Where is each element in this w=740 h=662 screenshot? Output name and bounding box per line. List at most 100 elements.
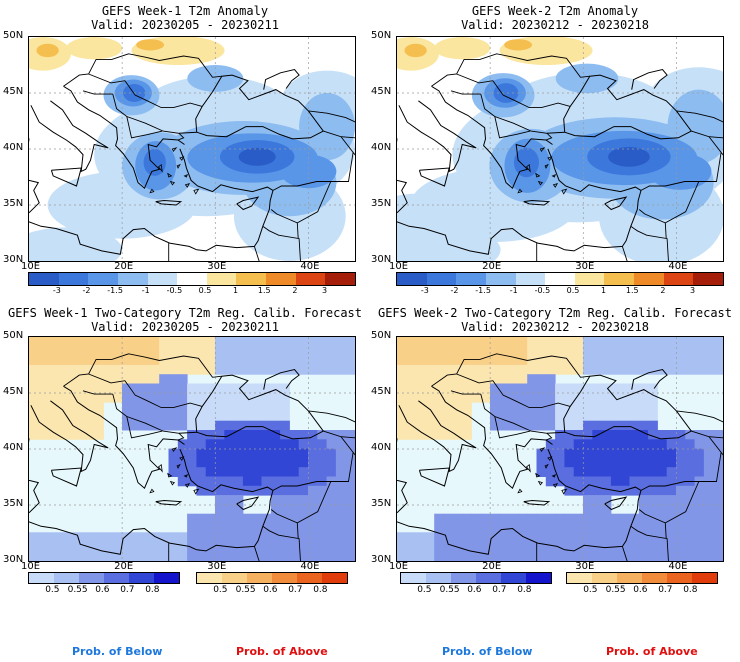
probability-cell bbox=[354, 476, 355, 487]
probability-cell bbox=[592, 532, 603, 543]
anomaly-shading bbox=[608, 146, 650, 167]
lon-label: 40E bbox=[668, 261, 688, 272]
probability-cell bbox=[536, 355, 547, 366]
probability-cell bbox=[703, 541, 714, 552]
probability-cell bbox=[75, 402, 86, 412]
probability-cell bbox=[75, 337, 86, 347]
probability-cell bbox=[685, 504, 696, 515]
probability-cell bbox=[252, 392, 262, 403]
probability-cell bbox=[406, 550, 417, 561]
probability-cell bbox=[703, 550, 714, 561]
probability-cell bbox=[66, 383, 76, 394]
probability-cell bbox=[345, 337, 355, 347]
probability-cell bbox=[280, 513, 290, 524]
probability-cell bbox=[159, 402, 169, 412]
probability-cell bbox=[140, 532, 151, 543]
probability-cell bbox=[335, 448, 346, 459]
lon-label: 40E bbox=[668, 561, 688, 572]
probability-cell bbox=[270, 355, 281, 366]
probability-cell bbox=[205, 392, 216, 403]
lon-label: 10E bbox=[389, 561, 409, 572]
probability-cell bbox=[638, 560, 649, 561]
probability-cell bbox=[610, 364, 621, 375]
probability-cell bbox=[601, 337, 612, 347]
probability-map-week1 bbox=[28, 336, 356, 562]
probability-cell bbox=[638, 383, 649, 394]
colorbar-label: 0.5 bbox=[417, 585, 432, 595]
probability-cell bbox=[47, 392, 58, 403]
probability-cell bbox=[443, 532, 454, 543]
probability-cell bbox=[499, 411, 510, 422]
probability-cell bbox=[462, 532, 472, 543]
probability-cell bbox=[29, 374, 39, 384]
probability-cell bbox=[434, 513, 444, 524]
probability-cell bbox=[676, 541, 686, 552]
probability-cell bbox=[280, 560, 290, 561]
probability-cell bbox=[345, 346, 355, 357]
probability-cell bbox=[242, 411, 253, 422]
probability-cell bbox=[280, 420, 290, 431]
colorbar-swatch bbox=[476, 573, 501, 583]
probability-cell bbox=[205, 383, 216, 394]
probability-cell bbox=[694, 560, 705, 561]
probability-cell bbox=[648, 550, 658, 561]
probability-cell bbox=[205, 439, 216, 450]
probability-cell bbox=[564, 337, 575, 347]
probability-cell bbox=[592, 364, 603, 375]
probability-cell bbox=[592, 448, 603, 459]
probability-cell bbox=[196, 430, 207, 440]
probability-cell bbox=[84, 374, 95, 384]
probability-cell bbox=[252, 355, 262, 366]
island bbox=[561, 188, 568, 195]
probability-cell bbox=[29, 402, 39, 412]
probability-cell bbox=[666, 550, 677, 561]
country-border bbox=[494, 116, 531, 139]
probability-cell bbox=[471, 560, 482, 561]
lat-label: 45N bbox=[3, 386, 24, 397]
probability-cell bbox=[270, 560, 281, 561]
probability-cell bbox=[233, 430, 244, 440]
probability-cell bbox=[280, 476, 290, 487]
probability-cell bbox=[38, 532, 49, 543]
probability-cell bbox=[694, 485, 705, 496]
probability-cell bbox=[94, 541, 104, 552]
island bbox=[517, 488, 523, 494]
probability-cell bbox=[66, 392, 76, 403]
country-border bbox=[296, 222, 299, 239]
probability-cell bbox=[610, 439, 621, 450]
coastline bbox=[604, 496, 628, 511]
probability-cell bbox=[177, 402, 188, 412]
probability-cell bbox=[261, 420, 272, 431]
probability-cell bbox=[694, 513, 705, 524]
colorbar-swatch bbox=[129, 573, 154, 583]
probability-cell bbox=[261, 411, 272, 422]
probability-cell bbox=[722, 467, 723, 477]
probability-cell bbox=[397, 374, 407, 384]
probability-cell bbox=[29, 550, 39, 561]
probability-cell bbox=[490, 392, 500, 403]
probability-cell bbox=[583, 504, 593, 515]
probability-cell bbox=[610, 532, 621, 543]
probability-cell bbox=[564, 467, 575, 477]
probability-cell bbox=[648, 430, 658, 440]
probability-cell bbox=[694, 430, 705, 440]
probability-cell bbox=[676, 467, 686, 477]
probability-cell bbox=[592, 383, 603, 394]
probability-cell bbox=[215, 476, 225, 487]
probability-cell bbox=[354, 504, 355, 515]
lat-label: 35N bbox=[3, 198, 24, 209]
probability-cell bbox=[638, 337, 649, 347]
probability-cell bbox=[527, 541, 537, 552]
probability-cell bbox=[434, 402, 444, 412]
probability-cell bbox=[122, 346, 132, 357]
probability-cell bbox=[583, 383, 593, 394]
probability-cell bbox=[657, 430, 668, 440]
probability-cell bbox=[703, 495, 714, 505]
probability-cell bbox=[555, 346, 565, 357]
probability-cell bbox=[564, 346, 575, 357]
probability-cell bbox=[196, 541, 207, 552]
probability-cell bbox=[415, 411, 426, 422]
probability-cell bbox=[112, 392, 123, 403]
island bbox=[183, 474, 189, 478]
probability-cell bbox=[326, 495, 337, 505]
